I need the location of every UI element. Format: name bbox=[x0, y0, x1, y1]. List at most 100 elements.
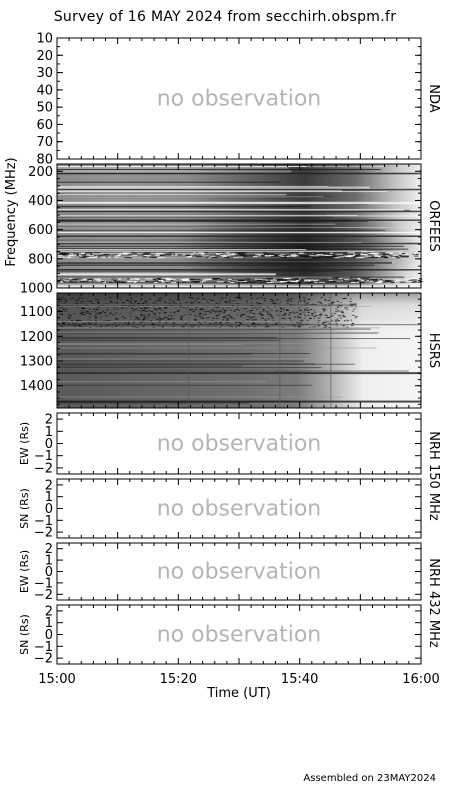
orfees-noise bbox=[411, 281, 417, 283]
orfees-noise bbox=[328, 279, 334, 281]
hsrs-speckle bbox=[77, 325, 81, 327]
no-observation-label: no observation bbox=[157, 560, 322, 585]
hsrs-speckle bbox=[188, 297, 192, 299]
hsrs-speckle bbox=[127, 322, 130, 324]
orfees-band bbox=[57, 214, 359, 216]
hsrs-speckle bbox=[131, 303, 134, 305]
orfees-noise bbox=[86, 256, 94, 258]
orfees-noise bbox=[304, 280, 312, 282]
hsrs-band bbox=[57, 304, 290, 306]
hsrs-speckle bbox=[251, 316, 254, 318]
orfees-noise bbox=[368, 278, 372, 280]
hsrs-speckle bbox=[193, 325, 195, 327]
hsrs-speckle bbox=[221, 308, 223, 310]
hsrs-speckle bbox=[95, 299, 99, 301]
hsrs-speckle bbox=[267, 314, 270, 316]
hsrs-speckle bbox=[153, 306, 156, 308]
hsrs-speckle bbox=[91, 311, 93, 313]
hsrs-speckle bbox=[224, 300, 227, 302]
hsrs-speckle bbox=[63, 298, 67, 300]
hsrs-speckle bbox=[229, 325, 232, 327]
hsrs-speckle bbox=[323, 311, 325, 313]
orfees-line bbox=[57, 235, 421, 237]
hsrs-speckle bbox=[163, 317, 166, 319]
hsrs-speckle bbox=[171, 325, 175, 327]
orfees-noise bbox=[216, 252, 225, 254]
hsrs-speckle bbox=[182, 306, 185, 308]
orfees-noise bbox=[259, 280, 266, 282]
hsrs-speckle bbox=[305, 315, 307, 317]
orfees-noise bbox=[199, 281, 204, 283]
hsrs-speckle bbox=[194, 319, 197, 321]
orfees-noise bbox=[219, 279, 223, 281]
y-tick-label: 80 bbox=[36, 153, 53, 168]
hsrs-speckle bbox=[200, 317, 203, 319]
hsrs-speckle bbox=[151, 312, 155, 314]
hsrs-speckle bbox=[235, 325, 237, 327]
hsrs-speckle bbox=[251, 319, 254, 321]
hsrs-speckle bbox=[142, 309, 145, 311]
orfees-noise bbox=[340, 280, 343, 282]
hsrs-line bbox=[57, 400, 421, 403]
hsrs-speckle bbox=[139, 310, 141, 312]
orfees-noise bbox=[381, 254, 389, 256]
hsrs-speckle bbox=[88, 313, 92, 315]
hsrs-speckle bbox=[336, 320, 339, 322]
hsrs-band bbox=[57, 367, 322, 369]
hsrs-speckle bbox=[326, 315, 329, 317]
orfees-noise bbox=[69, 281, 77, 283]
hsrs-speckle bbox=[198, 311, 201, 313]
hsrs-speckle bbox=[214, 310, 216, 312]
hsrs-speckle bbox=[168, 305, 171, 307]
hsrs-speckle bbox=[132, 312, 134, 314]
panel-orfees: 200 400 600 800 1000 ORFEES bbox=[20, 163, 441, 297]
orfees-band bbox=[57, 191, 388, 193]
hsrs-speckle bbox=[250, 302, 252, 304]
hsrs-speckle bbox=[339, 315, 342, 317]
hsrs-speckle bbox=[133, 309, 137, 311]
orfees-noise bbox=[307, 279, 313, 281]
hsrs-band bbox=[57, 353, 252, 355]
hsrs-speckle bbox=[196, 298, 200, 300]
orfees-noise bbox=[278, 279, 284, 281]
hsrs-speckle bbox=[184, 314, 187, 316]
orfees-noise bbox=[314, 257, 322, 259]
orfees-band bbox=[57, 205, 310, 207]
frequency-axis-label: Frequency (MHz) bbox=[4, 157, 19, 266]
orfees-noise bbox=[103, 254, 110, 256]
orfees-noise bbox=[198, 252, 204, 254]
orfees-noise bbox=[327, 256, 332, 258]
orfees-noise bbox=[71, 254, 77, 256]
hsrs-speckle bbox=[199, 323, 202, 325]
orfees-noise bbox=[64, 280, 71, 282]
hsrs-speckle bbox=[157, 298, 161, 300]
orfees-noise bbox=[145, 281, 149, 283]
hsrs-speckle bbox=[252, 316, 256, 318]
orfees-band bbox=[57, 248, 310, 250]
orfees-noise bbox=[420, 257, 425, 259]
orfees-band bbox=[57, 167, 304, 169]
orfees-noise bbox=[259, 253, 264, 255]
hsrs-speckle bbox=[262, 317, 264, 319]
hsrs-speckle bbox=[339, 306, 342, 308]
hsrs-speckle bbox=[304, 314, 306, 316]
hsrs-speckle bbox=[245, 311, 249, 313]
orfees-noise bbox=[158, 278, 161, 280]
orfees-noise bbox=[57, 254, 63, 256]
hsrs-speckle bbox=[292, 311, 295, 313]
hsrs-speckle bbox=[275, 311, 277, 313]
hsrs-speckle bbox=[244, 317, 247, 319]
orfees-noise bbox=[409, 277, 418, 279]
orfees-noise bbox=[128, 252, 134, 254]
hsrs-speckle bbox=[167, 318, 170, 320]
orfees-noise bbox=[331, 256, 337, 258]
nrh-432-label: NRH 432 MHz bbox=[426, 558, 441, 648]
hsrs-speckle bbox=[59, 297, 62, 299]
hsrs-speckle bbox=[134, 319, 137, 321]
hsrs-speckle bbox=[281, 317, 285, 319]
y-tick-label: 2 bbox=[45, 413, 53, 428]
orfees-noise bbox=[264, 255, 272, 257]
orfees-noise bbox=[57, 256, 65, 258]
hsrs-speckle bbox=[351, 323, 355, 325]
